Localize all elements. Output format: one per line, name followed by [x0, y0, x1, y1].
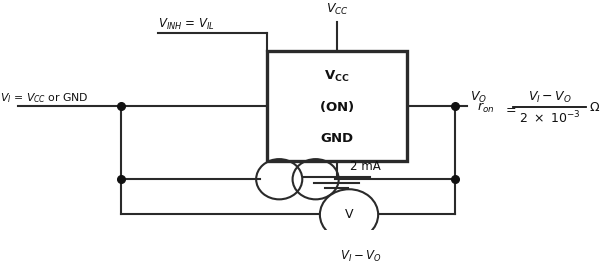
Text: $V_I - V_O$: $V_I - V_O$: [528, 89, 572, 105]
Text: $V_{INH}$ = $V_{IL}$: $V_{INH}$ = $V_{IL}$: [158, 17, 215, 32]
Ellipse shape: [320, 189, 378, 240]
Text: $V_I - V_O$: $V_I - V_O$: [341, 249, 382, 262]
Text: $=$: $=$: [503, 102, 517, 115]
Text: $\mathbf{GND}$: $\mathbf{GND}$: [320, 132, 354, 145]
Text: $V_I$ = $V_{CC}$ or GND: $V_I$ = $V_{CC}$ or GND: [0, 91, 89, 105]
Text: $\mathbf{(ON)}$: $\mathbf{(ON)}$: [319, 99, 354, 114]
Bar: [267, 51, 407, 161]
Text: $\Omega$: $\Omega$: [589, 101, 600, 114]
Text: $2\ \times\ 10^{-3}$: $2\ \times\ 10^{-3}$: [519, 109, 581, 126]
Text: $V_O$: $V_O$: [470, 90, 487, 105]
Text: $r_{on}$: $r_{on}$: [477, 101, 495, 116]
Text: V: V: [345, 208, 353, 221]
Text: $V_{CC}$: $V_{CC}$: [325, 2, 348, 17]
Text: $\mathbf{V_{CC}}$: $\mathbf{V_{CC}}$: [324, 69, 350, 84]
Text: 2 mA: 2 mA: [350, 160, 381, 173]
